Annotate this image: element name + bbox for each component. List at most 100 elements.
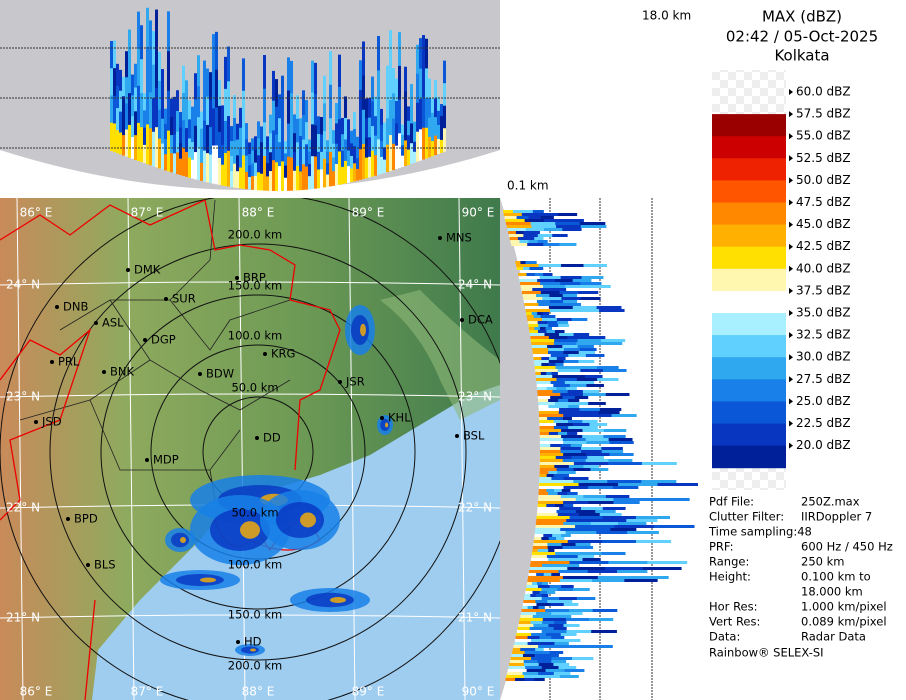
echo: [582, 426, 598, 429]
echo: [555, 417, 565, 420]
echo: [143, 110, 146, 129]
echo: [534, 678, 545, 681]
echo: [507, 669, 528, 672]
echo: [537, 504, 548, 507]
echo: [523, 300, 538, 303]
echo: [536, 381, 552, 384]
legend-tick: [789, 442, 793, 449]
latitude-label: 24° N: [6, 278, 40, 292]
echo: [538, 486, 565, 489]
echo: [563, 351, 580, 354]
echo: [537, 549, 544, 552]
echo: [269, 114, 272, 135]
legend-label: 47.5 dBZ: [796, 195, 851, 209]
echo: [170, 116, 173, 137]
echo: [526, 585, 539, 588]
echo: [330, 597, 346, 603]
echo: [263, 55, 266, 90]
echo: [547, 345, 564, 348]
echo: [539, 459, 564, 462]
ring-label: 150.0 km: [228, 279, 282, 293]
echo: [560, 444, 572, 447]
echo: [308, 151, 311, 165]
echo: [537, 240, 548, 243]
echo: [569, 561, 610, 564]
echo: [532, 351, 550, 354]
echo: [143, 127, 146, 146]
echo: [524, 678, 536, 681]
city-label: BRP: [243, 271, 266, 285]
echo: [539, 480, 575, 483]
echo: [531, 639, 549, 642]
echo: [542, 312, 550, 315]
echo: [512, 651, 526, 654]
echo: [320, 151, 323, 171]
echo: [535, 594, 543, 597]
echo: [538, 324, 550, 327]
echo: [548, 351, 565, 354]
echo: [266, 163, 269, 178]
echo: [599, 309, 625, 312]
echo: [530, 561, 571, 564]
echo: [248, 176, 251, 190]
echo: [561, 429, 584, 432]
echo: [389, 100, 392, 137]
echo: [534, 654, 548, 657]
echo: [539, 213, 560, 216]
echo: [180, 537, 186, 543]
echo: [528, 573, 538, 576]
echo: [523, 297, 544, 300]
echo: [552, 303, 568, 306]
echo: [532, 549, 539, 552]
echo: [548, 624, 565, 627]
title: MAX (dBZ): [762, 8, 842, 26]
echo: [589, 423, 608, 426]
echo: [540, 216, 554, 219]
legend-tick: [789, 265, 793, 272]
echo: [377, 35, 380, 72]
echo: [546, 330, 557, 333]
echo: [374, 155, 377, 176]
echo: [562, 546, 579, 549]
echo: [514, 642, 529, 645]
parallel: [0, 281, 500, 286]
echo: [380, 140, 383, 158]
echo: [572, 279, 592, 282]
echo: [526, 312, 533, 315]
ring-label: 200.0 km: [228, 659, 282, 673]
echo: [541, 594, 549, 597]
echo: [179, 143, 182, 160]
echo: [365, 118, 368, 139]
echo: [554, 402, 573, 405]
echo: [392, 93, 395, 120]
echo: [335, 164, 338, 186]
legend-swatch: [712, 246, 786, 270]
echo: [305, 144, 308, 168]
echo: [554, 564, 568, 567]
echo: [194, 73, 197, 101]
echo: [547, 639, 565, 642]
echo: [559, 333, 575, 336]
echo: [527, 648, 537, 651]
echo: [550, 354, 570, 357]
echo: [605, 567, 644, 570]
legend-tick: [789, 376, 793, 383]
echo: [170, 98, 173, 118]
echo: [350, 130, 353, 145]
echo: [305, 166, 308, 190]
echo: [541, 666, 560, 669]
echo: [242, 123, 245, 157]
latitude-label: 23° N: [6, 390, 40, 404]
map-labels: 86° E 86° E 87° E 87° E 88° E 88° E 89° E 89° E…: [6, 206, 494, 699]
echo: [596, 366, 619, 369]
echo: [546, 555, 564, 558]
echo: [567, 540, 603, 543]
echo: [516, 630, 543, 633]
echo: [245, 155, 248, 173]
echo: [131, 74, 134, 97]
echo: [582, 558, 601, 561]
echo: [555, 366, 578, 369]
echo: [443, 83, 446, 107]
echo: [137, 48, 140, 87]
echo: [583, 465, 599, 468]
